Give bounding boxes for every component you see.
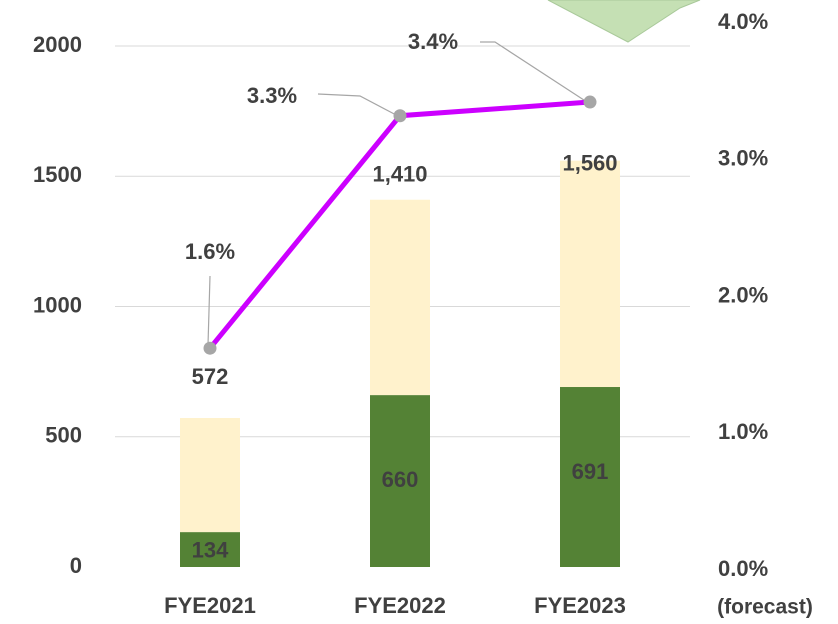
y2-tick-label: 1.0% — [718, 419, 768, 444]
y-tick-label: 2000 — [33, 32, 82, 57]
y2-tick-label: 3.0% — [718, 146, 768, 171]
line-value-label: 3.4% — [408, 29, 458, 54]
line-value-label: 1.6% — [185, 239, 235, 264]
y2-tick-label: 2.0% — [718, 282, 768, 307]
total-label: 572 — [192, 364, 229, 389]
x-tick-label: FYE2021 — [164, 593, 256, 618]
leader-line — [317, 93, 401, 118]
bar-segment — [180, 418, 240, 533]
bar-segment — [370, 199, 430, 396]
y2-tick-label: 4.0% — [718, 9, 768, 34]
y2-tick-label: 0.0% — [718, 556, 768, 581]
y-tick-label: 1000 — [33, 292, 82, 317]
x-tick-label: FYE2023 — [534, 593, 626, 618]
bar-value-label: 134 — [192, 537, 229, 562]
bar-segment — [370, 395, 430, 567]
total-label: 1,560 — [562, 150, 617, 175]
line-value-label: 3.3% — [247, 83, 297, 108]
leader-line — [480, 41, 591, 105]
line-marker — [393, 109, 407, 123]
callout-shape — [547, 0, 701, 43]
line-marker — [583, 95, 597, 109]
leader-line — [207, 275, 211, 346]
plot-layer — [115, 45, 690, 567]
line-marker — [203, 341, 217, 355]
y-tick-label: 0 — [70, 553, 82, 578]
y-tick-label: 1500 — [33, 162, 82, 187]
bar-segment — [560, 160, 620, 388]
total-label: 1,410 — [372, 162, 427, 187]
x-tick-label: FYE2022 — [354, 593, 446, 618]
bar-segment — [560, 387, 620, 567]
y-tick-label: 500 — [45, 423, 82, 448]
bar-value-label: 691 — [572, 459, 609, 484]
forecast-note: (forecast) — [717, 596, 813, 619]
bar-value-label: 660 — [382, 467, 419, 492]
bar-segment — [180, 532, 240, 567]
